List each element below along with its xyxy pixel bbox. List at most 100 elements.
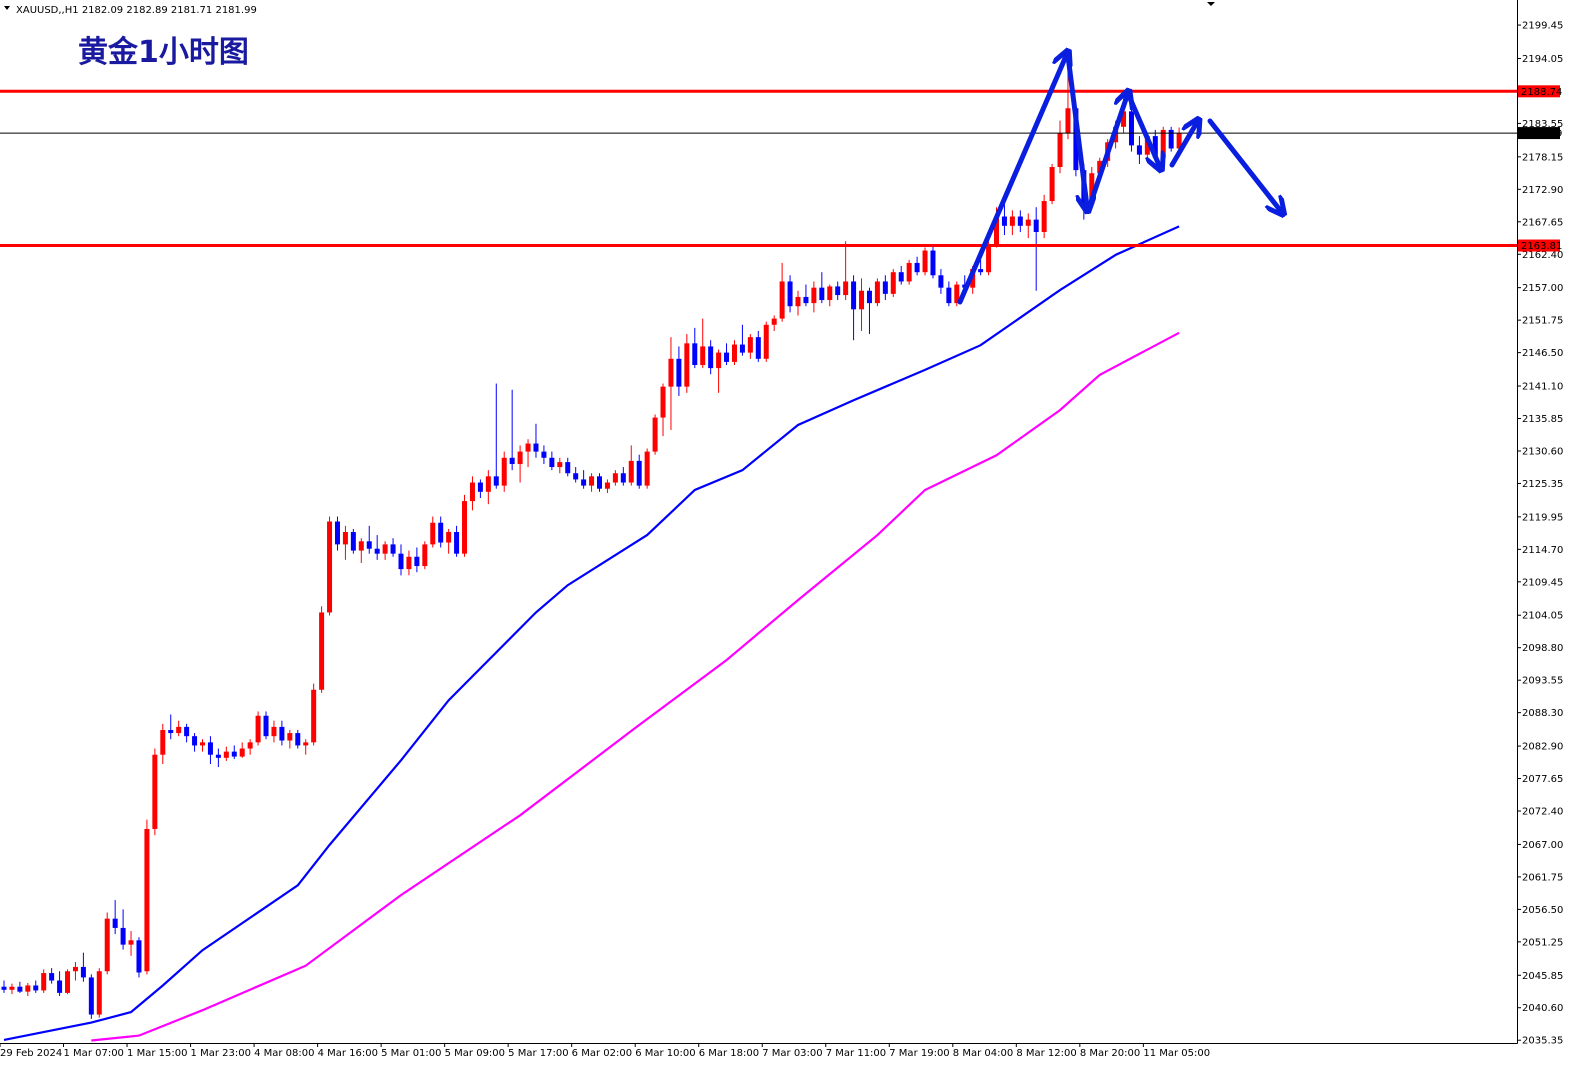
candle-body	[462, 501, 468, 554]
candle-body	[287, 733, 293, 741]
candle-body	[279, 726, 285, 741]
candle-body	[589, 476, 595, 486]
candle-body	[1128, 111, 1134, 146]
candle-body	[1121, 111, 1127, 127]
x-tick-label: 5 Mar 09:00	[445, 1048, 505, 1059]
candle-body	[80, 966, 86, 978]
candle-body	[136, 940, 142, 973]
candle-body	[255, 715, 261, 743]
y-tick-label: 2130.60	[1522, 446, 1563, 457]
candle-body	[414, 556, 420, 567]
y-tick-label: 2167.65	[1522, 217, 1563, 228]
candle-body	[9, 986, 15, 990]
x-tick-label: 1 Mar 23:00	[191, 1048, 251, 1059]
candle-body	[930, 250, 936, 276]
candle-body	[327, 521, 333, 613]
candle-body	[708, 346, 714, 369]
candle-body	[57, 980, 63, 993]
candle-body	[731, 344, 737, 362]
y-tick-label: 2178.15	[1522, 152, 1563, 163]
candle-body	[231, 751, 237, 757]
candle-body	[422, 544, 428, 567]
candle-body	[334, 521, 340, 545]
candle-body	[652, 417, 658, 452]
x-tick-label: 7 Mar 11:00	[826, 1048, 886, 1059]
candle-body	[1017, 216, 1023, 226]
candle-body	[263, 715, 269, 737]
x-tick-label: 6 Mar 18:00	[699, 1048, 759, 1059]
candle-body	[390, 544, 396, 554]
candle-body	[239, 748, 245, 757]
level-label-box	[1518, 85, 1560, 98]
candle-body	[438, 522, 444, 543]
candle-body	[668, 358, 674, 387]
arrow	[957, 56, 1066, 305]
candle-body	[1168, 129, 1174, 149]
candle-body	[350, 532, 356, 551]
y-tick-label: 2077.65	[1522, 774, 1563, 785]
candle-body	[763, 324, 769, 359]
candle-body	[72, 966, 78, 972]
y-tick-label: 2146.50	[1522, 348, 1563, 359]
y-tick-label: 2045.85	[1522, 971, 1563, 982]
candle-body	[176, 726, 182, 734]
y-tick-label: 2072.40	[1522, 807, 1563, 818]
candle-body	[319, 612, 325, 690]
candle-body	[430, 522, 436, 545]
candle-body	[604, 482, 610, 489]
x-tick-label: 6 Mar 02:00	[572, 1048, 632, 1059]
x-tick-label: 8 Mar 12:00	[1016, 1048, 1076, 1059]
y-tick-label: 2157.00	[1522, 283, 1563, 294]
candle-body	[557, 462, 563, 468]
candle-body	[636, 460, 642, 486]
y-tick-label: 2119.95	[1522, 512, 1563, 523]
candle-body	[978, 269, 984, 273]
candle-body	[120, 927, 126, 945]
candle-body	[954, 284, 960, 304]
candle-body	[469, 482, 475, 502]
candle-body	[581, 479, 587, 486]
candle-body	[628, 460, 634, 483]
chart-title: 黄金1小时图	[78, 35, 249, 70]
x-tick-label: 7 Mar 03:00	[762, 1048, 822, 1059]
candle-body	[1, 986, 7, 990]
x-tick-label: 1 Mar 15:00	[127, 1048, 187, 1059]
candle-body	[898, 272, 904, 282]
candle-body	[819, 287, 825, 301]
x-tick-label: 11 Mar 05:00	[1143, 1048, 1210, 1059]
candle-body	[17, 986, 23, 992]
y-tick-label: 2194.05	[1522, 54, 1563, 65]
menu-triangle	[4, 6, 10, 10]
candle-body	[247, 742, 253, 749]
candle-body	[779, 281, 785, 319]
moving-average	[91, 331, 1180, 1042]
candle-body	[827, 286, 833, 301]
candle-body	[1057, 133, 1063, 168]
x-tick-label: 7 Mar 19:00	[889, 1048, 949, 1059]
candle-body	[835, 286, 841, 296]
arrow	[1207, 118, 1280, 210]
candle-body	[517, 451, 523, 464]
candle-body	[485, 476, 491, 492]
candle-body	[811, 287, 817, 304]
candle-body	[398, 553, 404, 570]
y-tick-label: 2104.05	[1522, 611, 1563, 622]
annotation-arrows	[957, 56, 1280, 305]
candle-body	[96, 971, 102, 1015]
candle-body	[716, 352, 722, 369]
candle-body	[311, 689, 317, 743]
candle-body	[366, 541, 372, 549]
candle-body	[223, 751, 229, 758]
candle-body	[1176, 133, 1182, 149]
candle-body	[168, 729, 174, 734]
candle-body	[1033, 219, 1039, 232]
low: 2181.71	[171, 5, 212, 16]
x-tick-label: 4 Mar 08:00	[254, 1048, 314, 1059]
candle-body	[493, 476, 499, 486]
candle-body	[88, 977, 94, 1015]
candle-body	[215, 754, 221, 758]
close: 2181.99	[215, 5, 256, 16]
candle-body	[620, 473, 626, 483]
candle-body	[406, 556, 412, 570]
candle-body	[184, 726, 190, 737]
